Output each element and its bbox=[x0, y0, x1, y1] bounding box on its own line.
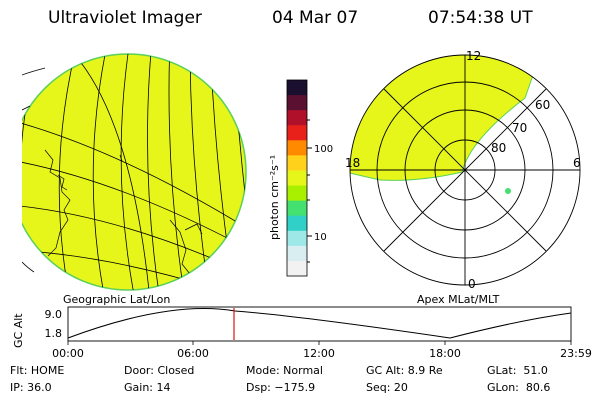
status-ip: IP: 36.0 bbox=[10, 381, 52, 394]
status-dsp: Dsp: −175.9 bbox=[246, 381, 316, 394]
outer-grid bbox=[22, 67, 46, 273]
orbit-y-label: GC Alt bbox=[12, 313, 25, 348]
colorbar-label-10: 10 bbox=[314, 232, 327, 243]
colorbar: 100 10 photon cm⁻²s⁻¹ bbox=[268, 79, 333, 277]
mlat-label-80: 80 bbox=[491, 141, 506, 155]
polar-coverage bbox=[350, 55, 541, 181]
colorbar-band bbox=[287, 95, 307, 111]
status-flight: Flt: HOME bbox=[10, 364, 65, 377]
colorbar-band bbox=[287, 125, 307, 141]
mlt-label-12: 12 bbox=[466, 49, 481, 63]
mlat-label-60: 60 bbox=[535, 98, 550, 112]
orbit-y-tick-low: 1.8 bbox=[45, 327, 63, 340]
orbit-x-tick-1: 06:00 bbox=[177, 347, 209, 360]
mlat-label-70: 70 bbox=[512, 121, 527, 135]
orbit-x-tick-2: 12:00 bbox=[303, 347, 335, 360]
status-gc-alt: GC Alt: 8.9 Re bbox=[366, 364, 443, 377]
status-seq: Seq: 20 bbox=[366, 381, 408, 394]
colorbar-band bbox=[287, 80, 307, 96]
colorbar-band bbox=[287, 185, 307, 202]
orbit-x-tick-0: 00:00 bbox=[52, 347, 84, 360]
orbit-altitude-plot: 9.0 1.8 GC Alt 00:00 06:00 12:00 18:00 2… bbox=[12, 306, 592, 360]
right-map-caption: Apex MLat/MLT bbox=[417, 293, 500, 306]
status-glon: GLon: 80.6 bbox=[487, 381, 551, 394]
auroral-spot bbox=[505, 188, 511, 194]
time-label: 07:54:38 UT bbox=[428, 8, 533, 28]
colorbar-band bbox=[287, 245, 307, 262]
colorbar-band bbox=[287, 170, 307, 187]
colorbar-frame bbox=[286, 79, 308, 277]
orbit-x-tick-3: 18:00 bbox=[429, 347, 461, 360]
colorbar-gradient bbox=[287, 80, 307, 277]
colorbar-band bbox=[287, 230, 307, 247]
orbit-x-ticks bbox=[67, 341, 572, 345]
colorbar-unit-label: photon cm⁻²s⁻¹ bbox=[268, 155, 281, 240]
altitude-curve bbox=[67, 308, 572, 339]
colorbar-band bbox=[287, 200, 307, 217]
colorbar-band bbox=[287, 215, 307, 232]
mlt-spokes bbox=[350, 55, 580, 285]
date-label: 04 Mar 07 bbox=[272, 8, 359, 28]
orbit-plot-frame bbox=[67, 306, 572, 342]
left-map-caption: Geographic Lat/Lon bbox=[63, 293, 170, 306]
orbit-x-tick-4: 23:59 bbox=[560, 347, 592, 360]
colorbar-band bbox=[287, 140, 307, 156]
colorbar-label-100: 100 bbox=[314, 144, 333, 155]
colorbar-band bbox=[287, 110, 307, 126]
colorbar-band bbox=[287, 155, 307, 171]
polar-plot: 12 18 6 0 60 70 80 bbox=[345, 49, 581, 291]
mlt-label-6: 6 bbox=[573, 156, 581, 170]
mlt-label-0: 0 bbox=[468, 277, 476, 291]
status-door: Door: Closed bbox=[124, 364, 195, 377]
status-glat: GLat: 51.0 bbox=[487, 364, 548, 377]
mlt-label-18: 18 bbox=[345, 156, 360, 170]
status-mode: Mode: Normal bbox=[246, 364, 323, 377]
orbit-y-tick-high: 9.0 bbox=[45, 308, 63, 321]
geographic-image bbox=[22, 53, 247, 291]
coastlines bbox=[44, 149, 203, 275]
instrument-title: Ultraviolet Imager bbox=[48, 8, 202, 28]
colorbar-band bbox=[287, 260, 307, 277]
status-gain: Gain: 14 bbox=[124, 381, 171, 394]
